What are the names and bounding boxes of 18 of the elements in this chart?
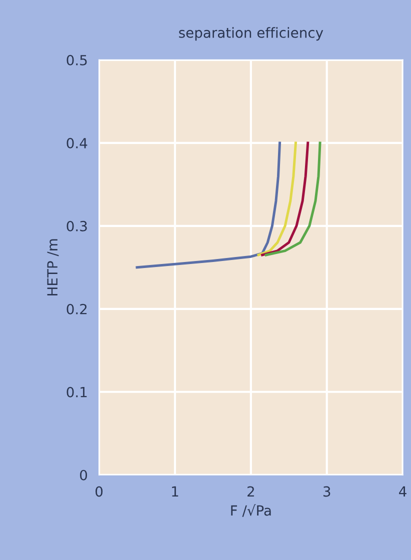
y-tick-label: 0.5 — [66, 54, 87, 66]
x-axis-title: F /√Pa — [231, 504, 271, 517]
y-tick-label: 0.1 — [66, 386, 87, 398]
y-tick-label: 0 — [80, 470, 88, 480]
y-tick-label: 0.3 — [66, 220, 87, 232]
x-tick-label: 3 — [323, 486, 330, 497]
line-series — [261, 142, 310, 256]
line-series — [136, 142, 282, 269]
y-axis-title: HETP /m — [47, 239, 59, 296]
line-series — [264, 142, 322, 256]
chart-title: separation efficiency — [179, 27, 324, 41]
x-tick-label: 0 — [96, 486, 103, 497]
x-tick-label: 1 — [172, 486, 178, 497]
y-tick-label: 0.4 — [66, 138, 88, 148]
y-tick-label: 0.2 — [66, 304, 87, 314]
x-tick-label: 4 — [399, 486, 406, 497]
x-tick-label: 2 — [248, 486, 254, 497]
line-series — [257, 142, 297, 256]
